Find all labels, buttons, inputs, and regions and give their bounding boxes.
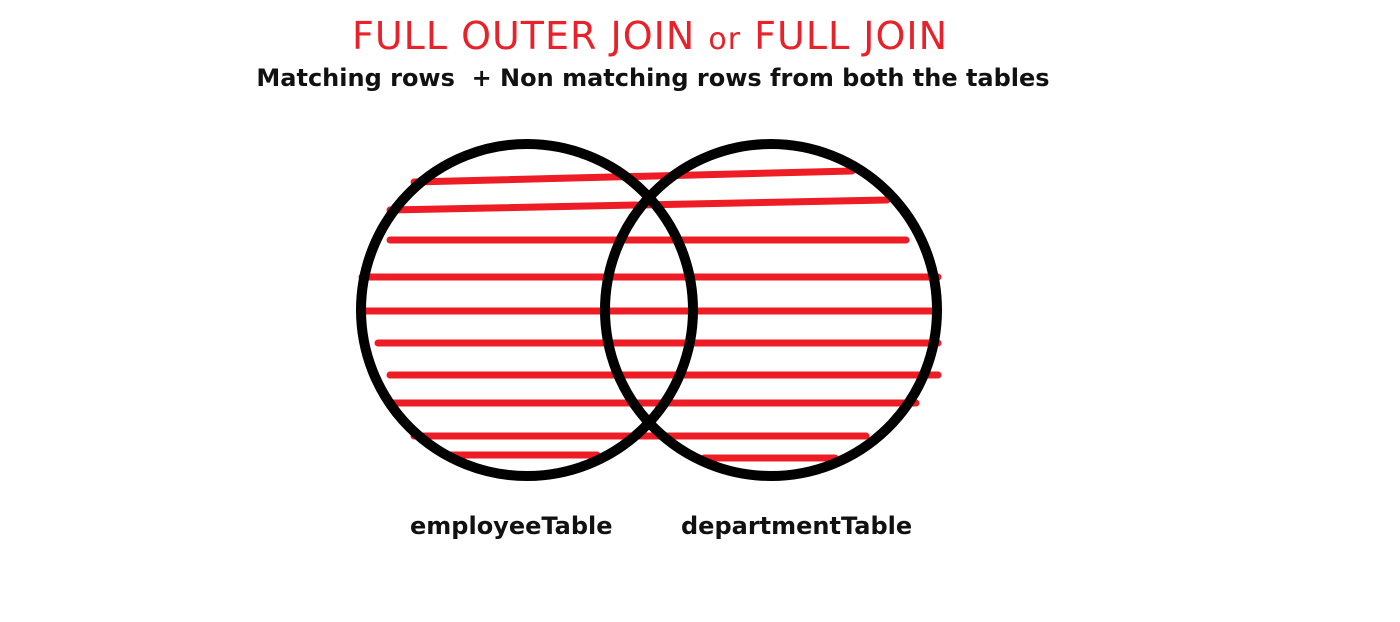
department-table-label: departmentTable [681, 512, 913, 540]
diagram-subtitle: Matching rows + Non matching rows from b… [256, 64, 1050, 92]
employee-table-label: employeeTable [410, 512, 613, 540]
diagram-title: FULL OUTER JOIN or FULL JOIN [0, 14, 1300, 58]
title-full-join: FULL JOIN [754, 14, 948, 58]
department-table-circle [600, 139, 942, 481]
title-full-outer-join: FULL OUTER JOIN [351, 14, 696, 58]
title-or: or [708, 22, 742, 57]
employee-table-circle [356, 139, 698, 481]
